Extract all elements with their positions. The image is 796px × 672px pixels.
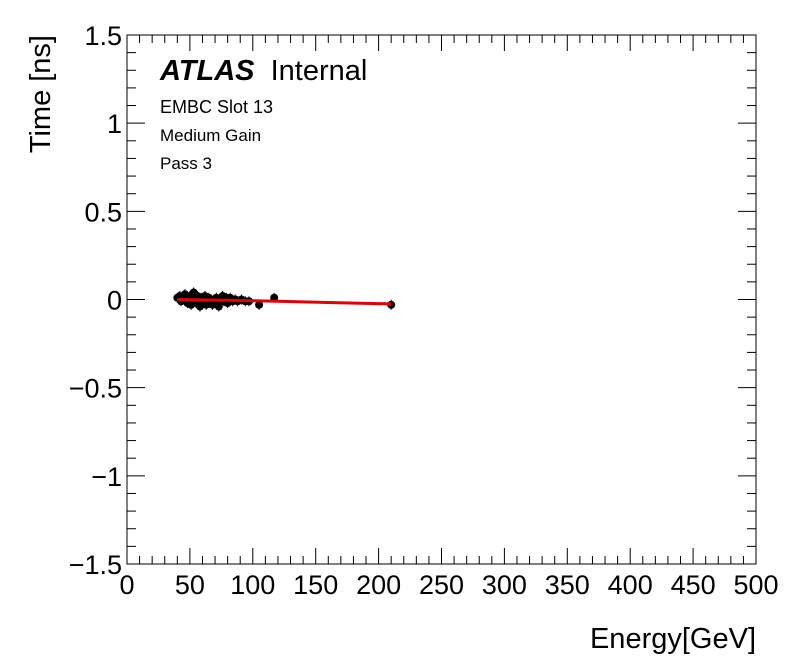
data-marks — [173, 287, 396, 312]
y-tick-label: 1.5 — [84, 21, 122, 51]
x-tick-label: 100 — [230, 570, 275, 600]
x-tick-label: 500 — [733, 570, 778, 600]
y-tick-label: −1 — [91, 462, 122, 492]
x-tick-label: 0 — [119, 570, 134, 600]
y-axis-label: Time [ns] — [25, 35, 57, 153]
y-tick-label: 1 — [107, 109, 122, 139]
y-tick-labels: −1.5 −1 −0.5 0 0.5 1 1.5 — [69, 21, 122, 580]
y-tick-label: −1.5 — [69, 550, 122, 580]
x-tick-label: 150 — [293, 570, 338, 600]
x-tick-label: 250 — [419, 570, 464, 600]
fit-line — [177, 298, 392, 306]
atlas-experiment: ATLAS — [159, 55, 255, 87]
annotation-line-1: EMBC Slot 13 — [160, 97, 273, 117]
x-tick-label: 200 — [356, 570, 401, 600]
x-tick-label: 50 — [175, 570, 205, 600]
axis-ticks — [126, 34, 757, 565]
x-tick-label: 300 — [482, 570, 527, 600]
y-tick-label: 0.5 — [84, 197, 122, 227]
data-point — [214, 302, 223, 311]
annotation-line-3: Pass 3 — [160, 154, 212, 173]
y-tick-label: −0.5 — [69, 374, 122, 404]
x-tick-label: 400 — [608, 570, 653, 600]
annotation-line-2: Medium Gain — [160, 126, 261, 145]
x-tick-label: 450 — [671, 570, 716, 600]
atlas-label: ATLAS Internal — [159, 55, 367, 87]
y-tick-label: 0 — [107, 286, 122, 316]
atlas-status: Internal — [271, 55, 368, 87]
data-point — [255, 300, 264, 309]
x-axis-label: Energy[GeV] — [590, 623, 756, 655]
x-tick-label: 350 — [545, 570, 590, 600]
x-tick-labels: 0 50 100 150 200 250 300 350 400 450 500 — [119, 570, 778, 600]
